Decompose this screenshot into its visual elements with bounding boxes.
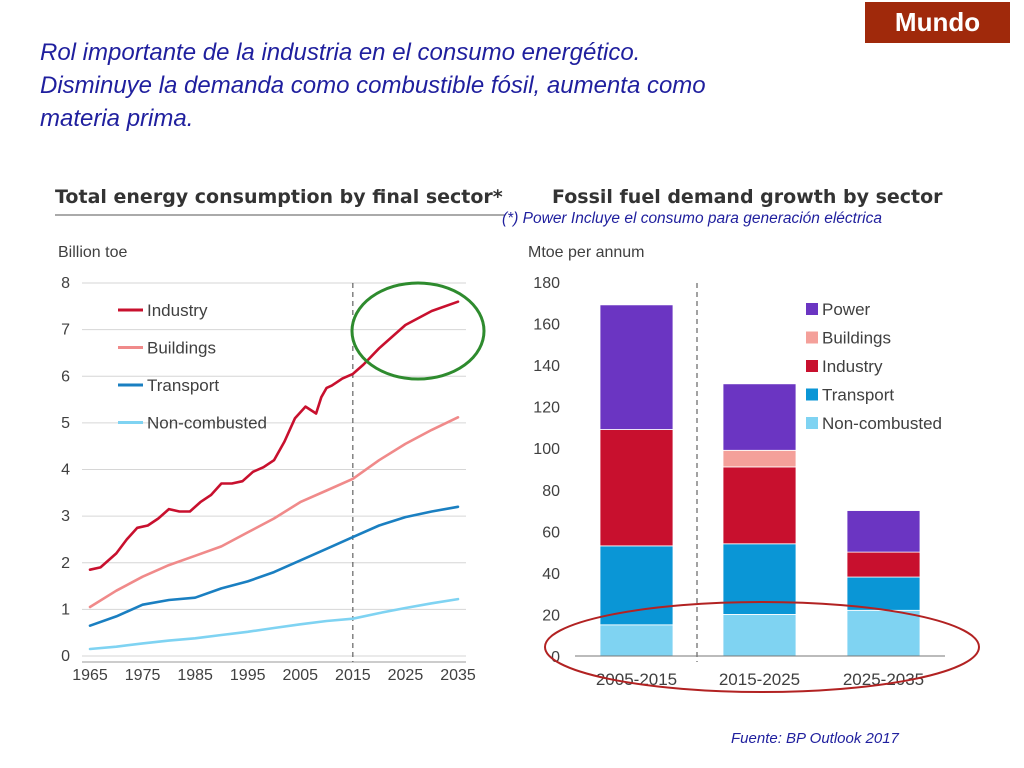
y-tick-label: 0 (551, 649, 560, 666)
legend-swatch (806, 331, 818, 344)
bar-segment-power (599, 304, 674, 430)
series-line-transport (88, 505, 460, 628)
bar-segment-non-combusted (599, 624, 674, 657)
legend-label: Transport (147, 376, 219, 395)
y-tick-label: 180 (533, 275, 560, 292)
bar-segment-power (846, 510, 921, 553)
bar-segment-non-combusted (722, 614, 797, 657)
bar-segment-transport (846, 576, 921, 611)
x-tick-label: 2015 (335, 667, 371, 684)
title-line: Disminuye la demanda como combustible fó… (40, 72, 706, 99)
power-footnote: (*) Power Incluye el consumo para genera… (502, 210, 882, 227)
y-tick-label: 7 (61, 322, 70, 339)
bar-chart: Fossil fuel demand growth by sector Mtoe… (528, 186, 945, 689)
legend-swatch (806, 360, 818, 372)
bar-segment-industry (722, 466, 797, 545)
legend-label: Buildings (822, 329, 891, 348)
line-chart: Total energy consumption by final sector… (55, 186, 505, 684)
legend-swatch (806, 388, 818, 401)
title-line: Rol importante de la industria en el con… (40, 39, 641, 66)
source-note: Fuente: BP Outlook 2017 (731, 730, 899, 747)
x-tick-label: 1975 (125, 667, 161, 684)
y-tick-label: 40 (542, 566, 560, 583)
slide-title: Rol importante de la industria en el con… (40, 36, 860, 135)
x-tick-label: 2025-2035 (843, 670, 924, 689)
bar-segment-industry (599, 429, 674, 547)
legend-label: Non-combusted (822, 414, 942, 433)
legend-label: Transport (822, 386, 894, 405)
line-chart-ylabel: Billion toe (58, 244, 127, 261)
y-tick-label: 4 (61, 462, 70, 479)
series-line-industry (88, 300, 460, 572)
legend-label: Industry (822, 357, 883, 376)
legend-label: Industry (147, 301, 208, 320)
bar-segment-industry (846, 551, 921, 578)
y-tick-label: 3 (61, 508, 70, 525)
series-line-buildings (88, 415, 460, 609)
y-tick-label: 1 (61, 601, 70, 618)
x-tick-label: 2005-2015 (596, 670, 677, 689)
series-line-non-combusted (88, 597, 460, 651)
legend-swatch (806, 417, 818, 429)
industry-highlight-ellipse (350, 281, 486, 381)
legend-label: Power (822, 300, 871, 319)
x-tick-label: 1965 (72, 667, 108, 684)
x-tick-label: 2005 (282, 667, 318, 684)
y-tick-label: 80 (542, 483, 560, 500)
y-tick-label: 2 (61, 555, 70, 572)
bar-segment-transport (599, 545, 674, 626)
y-tick-label: 60 (542, 524, 560, 541)
legend-label: Non-combusted (147, 414, 267, 433)
bar-chart-ylabel: Mtoe per annum (528, 244, 645, 261)
y-tick-label: 100 (533, 441, 560, 458)
bar-segment-transport (722, 543, 797, 615)
y-tick-label: 20 (542, 607, 560, 624)
noncombusted-highlight-ellipse (544, 601, 980, 693)
x-tick-label: 2025 (388, 667, 424, 684)
x-tick-label: 1995 (230, 667, 266, 684)
y-tick-label: 120 (533, 400, 560, 417)
y-tick-label: 160 (533, 317, 560, 334)
region-badge: Mundo (865, 2, 1010, 43)
title-line: materia prima. (40, 105, 194, 132)
bar-segment-buildings (722, 449, 797, 468)
bar-segment-power (722, 383, 797, 451)
bar-segment-non-combusted (846, 609, 921, 657)
y-tick-label: 140 (533, 358, 560, 375)
legend-label: Buildings (147, 339, 216, 358)
x-tick-label: 2015-2025 (719, 670, 800, 689)
y-tick-label: 0 (61, 648, 70, 665)
y-tick-label: 6 (61, 368, 70, 385)
legend-swatch (806, 303, 818, 315)
line-chart-title: Total energy consumption by final sector… (55, 186, 503, 208)
x-tick-label: 1985 (177, 667, 213, 684)
y-tick-label: 5 (61, 415, 70, 432)
x-tick-label: 2035 (440, 667, 476, 684)
bar-chart-title: Fossil fuel demand growth by sector (552, 186, 943, 208)
y-tick-label: 8 (61, 275, 70, 292)
